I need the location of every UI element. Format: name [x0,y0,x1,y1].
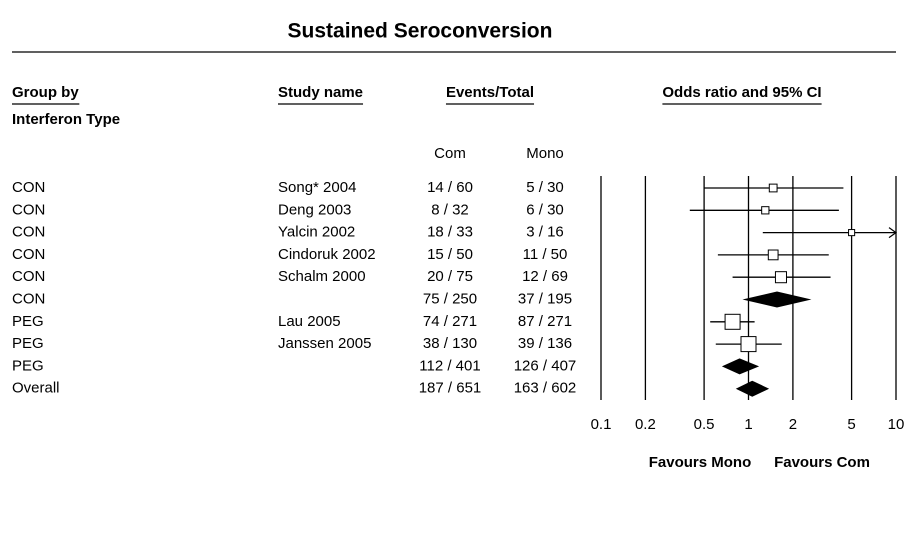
events-mono: 3 / 16 [526,224,564,241]
header: Odds ratio and 95% CI [662,84,821,101]
ci-arrow [888,227,898,239]
x-tick-label: 0.5 [694,416,715,433]
events-com: 112 / 401 [419,357,480,374]
sub-header: Interferon Type [12,111,120,128]
effect-box [848,229,856,237]
column-header: Com [434,145,466,162]
x-tick-label: 2 [789,416,797,433]
events-mono: 126 / 407 [514,357,577,374]
events-mono: 37 / 195 [518,290,572,307]
group-name: PEG [12,313,44,330]
favours-label: Favours Com [774,454,870,471]
study-name: Deng 2003 [278,201,351,218]
effect-box [767,249,779,261]
header: Study name [278,84,363,101]
events-com: 38 / 130 [423,335,477,352]
pooled-diamond [742,291,812,308]
events-com: 18 / 33 [427,224,473,241]
events-com: 75 / 250 [423,290,477,307]
group-name: CON [12,179,45,196]
events-mono: 11 / 50 [523,246,568,263]
header: Events/Total [446,84,534,101]
x-tick-label: 1 [744,416,752,433]
group-name: CON [12,246,45,263]
chart-title: Sustained Seroconversion [288,20,553,43]
effect-box [724,313,741,330]
study-name: Cindoruk 2002 [278,246,376,263]
group-name: PEG [12,357,44,374]
events-com: 74 / 271 [423,313,477,330]
study-name: Yalcin 2002 [278,224,355,241]
column-header: Mono [526,145,564,162]
effect-box [768,183,778,193]
group-name: PEG [12,335,44,352]
events-com: 187 / 651 [419,380,482,397]
events-mono: 39 / 136 [518,335,572,352]
events-mono: 6 / 30 [526,201,564,218]
study-name: Song* 2004 [278,179,356,196]
pooled-diamond [721,358,760,375]
effect-box [761,206,770,215]
study-name: Janssen 2005 [278,335,371,352]
x-tick-label: 0.2 [635,416,656,433]
events-mono: 5 / 30 [526,179,564,196]
events-com: 15 / 50 [427,246,473,263]
events-mono: 163 / 602 [514,380,577,397]
group-name: CON [12,224,45,241]
pooled-diamond [735,380,770,397]
study-name: Lau 2005 [278,313,341,330]
effect-box [774,271,787,284]
group-name: CON [12,268,45,285]
x-tick-label: 10 [888,416,905,433]
events-com: 8 / 32 [431,201,469,218]
favours-label: Favours Mono [649,454,752,471]
study-name: Schalm 2000 [278,268,366,285]
group-name: CON [12,290,45,307]
group-name: Overall [12,380,60,397]
header: Group by [12,84,79,101]
events-com: 14 / 60 [427,179,473,196]
group-name: CON [12,201,45,218]
x-tick-label: 5 [847,416,855,433]
effect-box [740,336,757,353]
events-mono: 87 / 271 [518,313,572,330]
events-mono: 12 / 69 [522,268,568,285]
events-com: 20 / 75 [427,268,473,285]
x-tick-label: 0.1 [591,416,612,433]
